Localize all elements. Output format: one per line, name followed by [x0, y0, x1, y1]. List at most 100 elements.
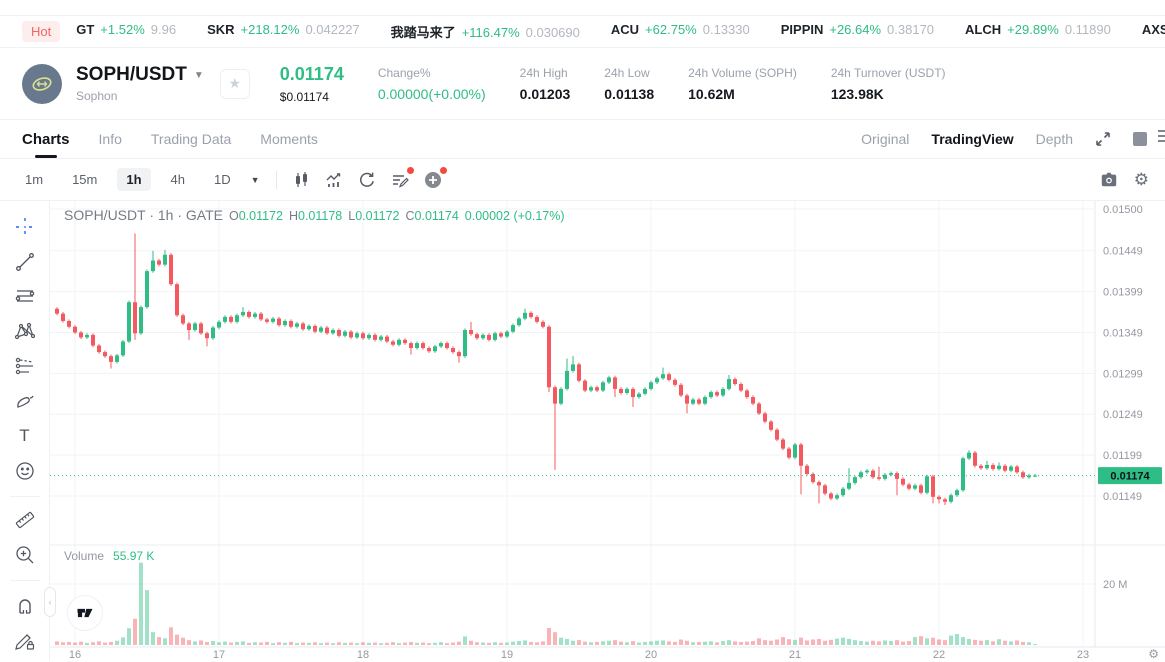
header-stat: 24h Volume (SOPH) 10.62M [688, 66, 797, 102]
candle-style-icon[interactable] [291, 170, 311, 190]
fullscreen-expand-icon[interactable] [1095, 131, 1111, 147]
svg-text:18: 18 [357, 649, 369, 661]
svg-text:0.01149: 0.01149 [1103, 491, 1142, 503]
svg-text:17: 17 [213, 649, 225, 661]
chart-mode-original[interactable]: Original [861, 131, 910, 147]
ticker-price: 0.042227 [305, 22, 360, 37]
close-value: 0.01174 [414, 209, 459, 223]
hot-ticker-bar: Hot GT +1.52% 9.96 SKR +218.12% 0.042227 我踏马来了… [0, 15, 1165, 48]
magnet-tool-icon[interactable] [11, 591, 39, 618]
chart-mode-depth[interactable]: Depth [1035, 131, 1073, 147]
brush-tool-icon[interactable] [11, 388, 39, 415]
ticker-price: 0.13330 [702, 22, 750, 37]
section-tabs: Charts Info Trading Data Moments Origina… [0, 119, 1165, 159]
indicators-icon[interactable] [324, 170, 344, 190]
interval-15m[interactable]: 15m [72, 172, 98, 187]
interval-1h[interactable]: 1h [117, 168, 151, 191]
svg-text:23: 23 [1077, 649, 1089, 661]
notification-dot [439, 166, 447, 174]
tradingview-logo[interactable] [67, 595, 103, 631]
hot-ticker-item[interactable]: ALCH +29.89% 0.11890 [965, 22, 1111, 41]
tab-trading-data[interactable]: Trading Data [150, 131, 232, 147]
svg-text:0.01299: 0.01299 [1103, 368, 1143, 380]
favorite-star-button[interactable]: ★ [219, 68, 250, 99]
chart-mode-tradingview[interactable]: TradingView [931, 131, 1014, 147]
symbol-interval-label: SOPH/USDT · 1h · GATE [64, 207, 223, 223]
hot-ticker-item[interactable]: ACU +62.75% 0.13330 [611, 22, 750, 41]
svg-text:16: 16 [69, 649, 81, 661]
svg-text:0.01449: 0.01449 [1103, 246, 1143, 258]
hot-ticker-item[interactable]: SKR +218.12% 0.042227 [207, 22, 360, 41]
hot-ticker-item[interactable]: 我踏马来了 +116.47% 0.030690 [391, 22, 580, 41]
star-icon: ★ [228, 75, 242, 91]
chart-settings-gear-icon[interactable]: ⚙ [1133, 169, 1149, 189]
svg-text:20: 20 [645, 649, 657, 661]
interval-1m[interactable]: 1m [25, 172, 44, 187]
stat-value: 123.98K [830, 85, 884, 102]
hot-ticker-item[interactable]: PIPPIN +26.64% 0.38170 [781, 22, 934, 41]
header-stat: 24h Low 0.01138 [604, 66, 654, 102]
stat-value: 0.01138 [604, 85, 655, 102]
add-plus-icon[interactable] [423, 166, 447, 190]
chevron-down-icon: ▼ [193, 69, 204, 81]
stat-label: 24h High [519, 65, 568, 80]
ticker-symbol: PIPPIN [780, 22, 824, 37]
drawing-tools-sidebar: T [0, 201, 50, 661]
measure-ruler-icon[interactable] [11, 507, 39, 534]
fib-lines-tool-icon[interactable] [11, 284, 39, 311]
stat-label: 24h Turnover (USDT) [830, 65, 946, 80]
svg-text:19: 19 [501, 649, 513, 661]
crosshair-tool-icon[interactable] [11, 214, 39, 241]
ticker-price: 0.38170 [887, 22, 935, 37]
zoom-in-tool-icon[interactable] [11, 542, 39, 569]
low-value: 0.01172 [355, 209, 400, 223]
ticker-price: 0.11890 [1064, 22, 1111, 37]
svg-text:22: 22 [933, 649, 945, 661]
last-price: 0.01174 [279, 63, 344, 84]
coin-fullname: Sophon [76, 89, 118, 103]
coin-logo-icon [22, 63, 62, 104]
hot-ticker-items: GT +1.52% 9.96 SKR +218.12% 0.042227 我踏马来了 +116… [76, 22, 1165, 41]
ticker-symbol: AXS [1141, 22, 1165, 37]
tab-moments[interactable]: Moments [260, 131, 318, 147]
tab-info[interactable]: Info [98, 131, 122, 147]
header-stat: 24h High 0.01203 [520, 66, 571, 102]
template-edit-icon[interactable] [390, 166, 414, 190]
tools-divider [9, 496, 40, 497]
svg-text:0.01174: 0.01174 [1110, 471, 1150, 483]
interval-1d[interactable]: 1D [214, 172, 231, 187]
trend-line-tool-icon[interactable] [11, 249, 39, 276]
pair-name: SOPH/USDT [76, 64, 187, 85]
svg-text:0.01249: 0.01249 [1103, 409, 1143, 421]
usd-price: $0.01174 [279, 89, 329, 104]
lock-drawings-icon[interactable] [11, 626, 39, 653]
interval-4h[interactable]: 4h [170, 172, 185, 187]
chart-canvas-area[interactable]: 0.01500 0.01449 0.01399 0.01349 0.01299 0.012… [0, 201, 1165, 661]
xabcd-pattern-tool-icon[interactable] [11, 318, 39, 345]
svg-text:21: 21 [789, 649, 801, 661]
candlestick-chart[interactable]: 0.01500 0.01449 0.01399 0.01349 0.01299 0.012… [50, 201, 1165, 661]
refresh-icon[interactable] [357, 170, 377, 190]
price-scale-settings-icon[interactable]: ⚙ [1148, 647, 1159, 661]
svg-text:20 M: 20 M [1103, 579, 1127, 591]
collapse-toolbar-handle[interactable]: ‹ [44, 587, 56, 617]
edge-hamburger-icon[interactable] [1158, 130, 1165, 142]
position-tool-icon[interactable] [11, 353, 39, 380]
tab-charts[interactable]: Charts [22, 120, 70, 158]
hot-badge: Hot [22, 21, 61, 42]
ticker-symbol: ACU [610, 22, 640, 37]
change-value: 0.00000(+0.00%) [377, 85, 486, 102]
hot-ticker-item[interactable]: GT +1.52% 9.96 [76, 22, 176, 41]
toolbar-divider [275, 170, 277, 189]
layout-square-icon[interactable] [1133, 132, 1147, 146]
text-tool-icon[interactable]: T [19, 425, 30, 445]
svg-text:0.01399: 0.01399 [1103, 287, 1143, 299]
svg-text:0.01199: 0.01199 [1103, 450, 1142, 462]
interval-dropdown-caret[interactable]: ▼ [250, 174, 260, 185]
chart-section: 1m 15m 1h 4h 1D ▼ [0, 159, 1165, 661]
pair-selector[interactable]: SOPH/USDT ▼ [76, 64, 204, 86]
emoji-tool-icon[interactable] [11, 457, 39, 484]
camera-snapshot-icon[interactable] [1100, 171, 1118, 189]
ticker-symbol: GT [76, 22, 95, 37]
